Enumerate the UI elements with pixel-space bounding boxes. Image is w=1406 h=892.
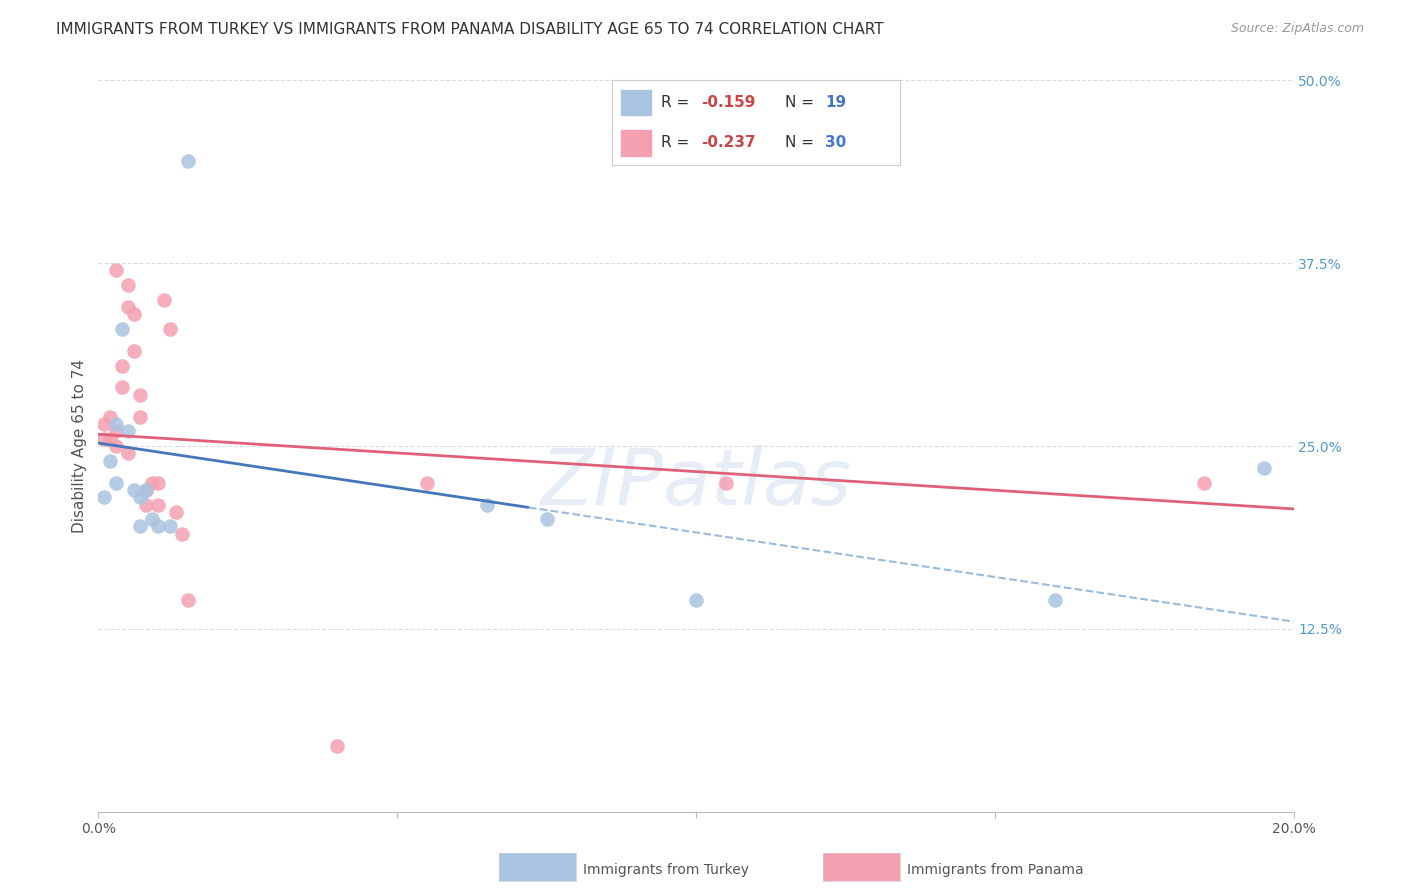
Point	[100, 453, 122, 467]
Text: R =: R =	[661, 95, 693, 110]
Point	[124, 483, 146, 497]
Point	[100, 432, 122, 446]
Point	[177, 153, 200, 168]
Point	[105, 475, 128, 490]
Point	[135, 483, 157, 497]
Point	[141, 475, 163, 490]
Point	[100, 409, 122, 424]
Point	[111, 359, 134, 373]
Text: R =: R =	[661, 136, 693, 151]
Point	[93, 490, 115, 504]
Point	[129, 409, 152, 424]
Point	[165, 505, 187, 519]
Bar	[620, 129, 652, 157]
Text: Immigrants from Panama: Immigrants from Panama	[907, 863, 1084, 877]
Text: IMMIGRANTS FROM TURKEY VS IMMIGRANTS FROM PANAMA DISABILITY AGE 65 TO 74 CORRELA: IMMIGRANTS FROM TURKEY VS IMMIGRANTS FRO…	[56, 22, 884, 37]
Point	[135, 498, 157, 512]
Point	[111, 322, 134, 336]
Point	[141, 512, 163, 526]
Point	[177, 592, 200, 607]
Y-axis label: Disability Age 65 to 74: Disability Age 65 to 74	[72, 359, 87, 533]
Point	[124, 343, 146, 358]
Point	[105, 417, 128, 431]
Text: 30: 30	[825, 136, 846, 151]
Point	[129, 519, 152, 533]
Point	[105, 263, 128, 277]
Point	[148, 519, 170, 533]
Point	[1043, 592, 1066, 607]
Point	[148, 498, 170, 512]
Text: N =: N =	[785, 136, 818, 151]
Point	[153, 293, 176, 307]
Point	[148, 475, 170, 490]
Text: N =: N =	[785, 95, 818, 110]
Text: Source: ZipAtlas.com: Source: ZipAtlas.com	[1230, 22, 1364, 36]
Point	[117, 425, 139, 439]
Text: -0.237: -0.237	[702, 136, 755, 151]
Bar	[620, 89, 652, 116]
Point	[475, 498, 498, 512]
Point	[129, 388, 152, 402]
Point	[111, 380, 134, 394]
Point	[714, 475, 737, 490]
Point	[117, 446, 139, 460]
Point	[685, 592, 707, 607]
Point	[172, 526, 194, 541]
Point	[326, 739, 349, 753]
Point	[105, 439, 128, 453]
Point	[129, 490, 152, 504]
Point	[536, 512, 558, 526]
Point	[159, 322, 181, 336]
Point	[1253, 461, 1275, 475]
Text: ZIPatlas: ZIPatlas	[540, 444, 852, 521]
Point	[124, 307, 146, 321]
Text: 19: 19	[825, 95, 846, 110]
Point	[416, 475, 439, 490]
Point	[93, 417, 115, 431]
Point	[159, 519, 181, 533]
Text: Immigrants from Turkey: Immigrants from Turkey	[583, 863, 749, 877]
Text: -0.159: -0.159	[702, 95, 755, 110]
Point	[93, 432, 115, 446]
Point	[117, 278, 139, 293]
Point	[135, 483, 157, 497]
Point	[1192, 475, 1215, 490]
Point	[117, 300, 139, 314]
Point	[105, 425, 128, 439]
